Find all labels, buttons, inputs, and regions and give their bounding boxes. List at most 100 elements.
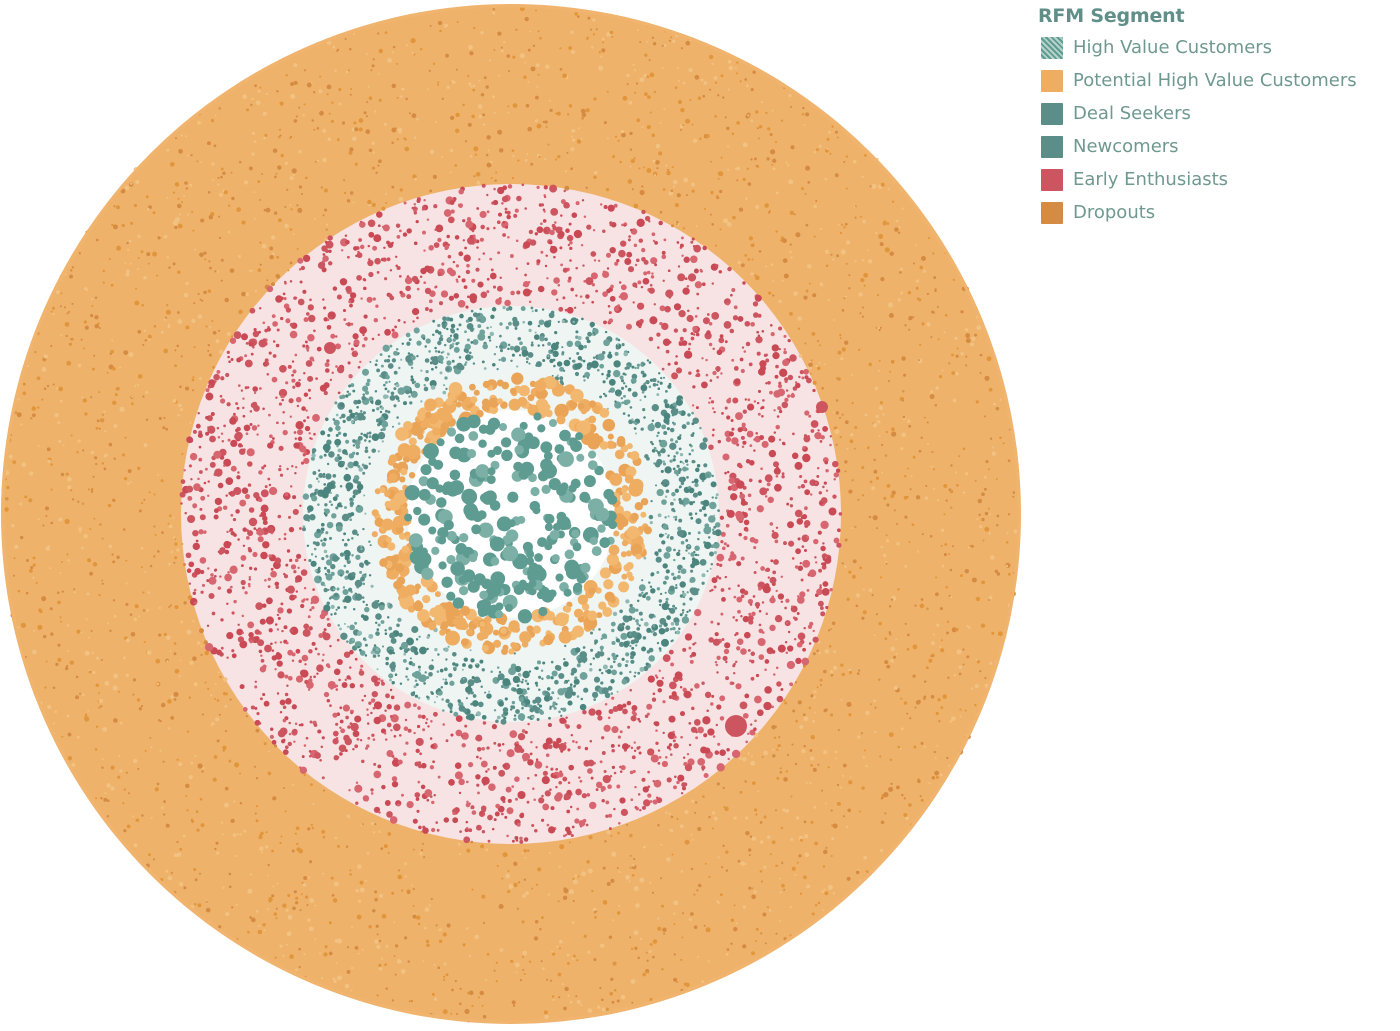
data-point	[491, 723, 498, 730]
data-point	[333, 755, 339, 761]
data-point	[292, 385, 296, 389]
data-point	[635, 903, 640, 908]
data-point	[83, 320, 87, 324]
data-point	[339, 752, 343, 756]
data-point	[790, 795, 793, 798]
data-point	[859, 215, 863, 218]
data-point	[739, 357, 744, 362]
data-point	[203, 290, 207, 295]
data-point	[137, 257, 140, 259]
data-point	[366, 744, 370, 748]
data-point	[289, 261, 293, 265]
data-point	[176, 840, 179, 844]
data-point	[813, 805, 817, 809]
data-point	[365, 129, 371, 135]
data-point	[167, 323, 170, 326]
data-point	[71, 266, 75, 269]
data-point	[740, 861, 745, 866]
data-point	[657, 749, 661, 752]
data-point	[857, 498, 860, 501]
data-point	[470, 806, 474, 810]
data-point	[522, 894, 526, 898]
data-point	[495, 171, 498, 174]
data-point	[405, 44, 409, 47]
data-point	[207, 349, 210, 352]
data-point	[669, 748, 672, 751]
data-point	[442, 1009, 448, 1015]
data-point	[565, 716, 568, 719]
data-point	[203, 481, 207, 485]
data-point	[775, 230, 778, 233]
data-point	[733, 816, 737, 820]
data-point	[761, 440, 769, 448]
data-point	[480, 685, 483, 689]
data-point	[490, 176, 493, 180]
data-point	[303, 623, 310, 630]
data-point	[467, 74, 470, 78]
data-point	[442, 723, 446, 726]
data-point	[423, 199, 426, 202]
data-point	[627, 725, 631, 729]
data-point	[874, 386, 879, 391]
data-point	[659, 122, 662, 125]
data-point	[259, 263, 262, 266]
data-point	[929, 534, 933, 538]
data-point	[335, 962, 338, 965]
data-point	[239, 684, 245, 690]
data-point	[101, 462, 105, 465]
data-point	[143, 276, 147, 280]
data-point	[750, 651, 756, 657]
data-point	[746, 167, 749, 170]
data-point	[796, 861, 799, 864]
data-point	[590, 28, 592, 31]
data-point	[290, 93, 296, 99]
data-point	[54, 710, 57, 714]
data-point	[726, 747, 730, 752]
data-point	[563, 1006, 567, 1011]
data-point	[308, 926, 314, 932]
data-point	[666, 427, 670, 431]
data-point	[778, 299, 782, 304]
data-point	[225, 912, 230, 917]
data-point	[155, 658, 161, 664]
data-point	[224, 549, 230, 555]
data-point	[326, 318, 330, 322]
data-point	[465, 820, 469, 824]
data-point	[651, 133, 656, 137]
data-point	[163, 800, 166, 803]
data-point	[393, 955, 396, 958]
data-point	[772, 570, 777, 575]
data-point	[242, 707, 248, 712]
data-point	[311, 606, 315, 610]
data-point	[644, 53, 648, 57]
data-point	[425, 718, 429, 721]
data-point	[502, 220, 506, 224]
data-point	[156, 274, 159, 277]
data-point	[696, 373, 701, 378]
data-point	[523, 849, 527, 853]
data-point	[86, 592, 90, 596]
data-point	[375, 171, 378, 174]
data-point	[134, 604, 139, 609]
data-point	[180, 134, 183, 137]
data-point	[836, 801, 841, 806]
data-point	[158, 416, 162, 420]
data-point	[233, 599, 237, 604]
data-point	[210, 694, 213, 697]
series-early-enthusiasts	[179, 183, 843, 844]
data-point	[862, 756, 865, 759]
data-point	[775, 809, 777, 812]
data-point	[198, 470, 203, 474]
data-point	[569, 246, 573, 251]
data-point	[92, 475, 95, 478]
data-point	[635, 82, 639, 85]
data-point	[755, 560, 758, 564]
data-point	[534, 773, 538, 777]
data-point	[688, 531, 691, 535]
data-point	[886, 222, 890, 225]
data-point	[208, 379, 216, 387]
data-point	[513, 213, 518, 218]
data-point	[906, 712, 909, 715]
data-point	[874, 231, 878, 235]
data-point	[671, 572, 675, 576]
